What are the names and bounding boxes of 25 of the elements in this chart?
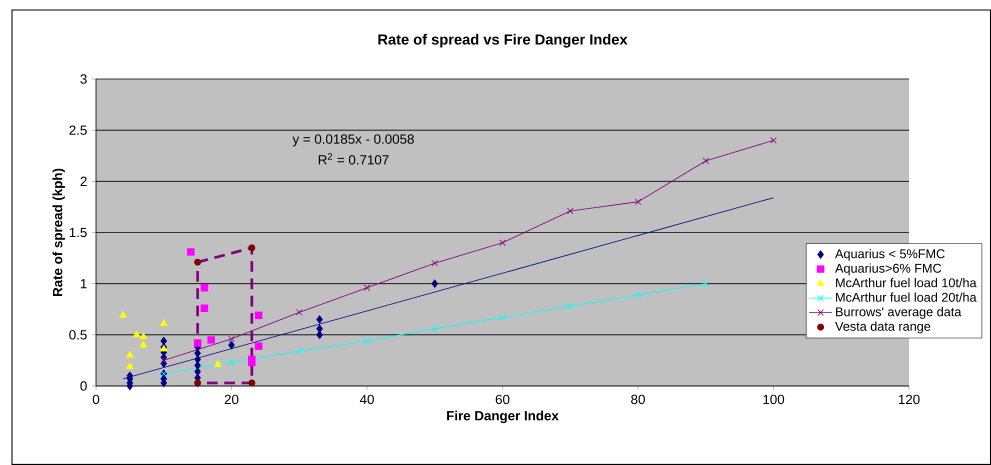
x-tick-label: 40 bbox=[360, 394, 374, 404]
annotation: y = 0.0185x - 0.0058 bbox=[292, 134, 414, 146]
x-tick-label: 60 bbox=[496, 394, 510, 404]
x-tick-label: 80 bbox=[631, 394, 645, 404]
y-tick-label: 1 bbox=[80, 279, 87, 288]
x-tick-label: 100 bbox=[763, 394, 784, 404]
legend-label: Vesta data range bbox=[835, 322, 930, 334]
annotation: R$^{2}$ = 0.7107 bbox=[318, 153, 389, 165]
legend-label: Aquarius>6% FMC bbox=[835, 263, 942, 276]
y-tick-label: 0 bbox=[80, 381, 87, 391]
legend-label: Aquarius < 5%FMC bbox=[835, 248, 945, 261]
x-tick-label: 20 bbox=[224, 394, 238, 404]
y-tick-label: 2.5 bbox=[69, 125, 87, 135]
y-tick-label: 2 bbox=[80, 176, 87, 186]
x-tick-label: 0 bbox=[92, 394, 100, 404]
x-axis-title: Fire Danger Index bbox=[447, 410, 559, 424]
legend-label: Burrows' average data bbox=[836, 307, 962, 319]
y-tick-label: 1.5 bbox=[70, 228, 87, 238]
legend-label: McArthur fuel load 10t/ha bbox=[836, 278, 977, 288]
y-axis-title: Rate of spread (kph) bbox=[52, 168, 65, 296]
y-tick-label: 0.5 bbox=[69, 330, 87, 340]
x-tick-label: 120 bbox=[898, 394, 920, 404]
y-tick-label: 3 bbox=[80, 74, 87, 84]
chart-title: Rate of spread vs Fire Danger Index bbox=[378, 34, 628, 48]
legend-label: McArthur fuel load 20t/ha bbox=[836, 292, 977, 302]
